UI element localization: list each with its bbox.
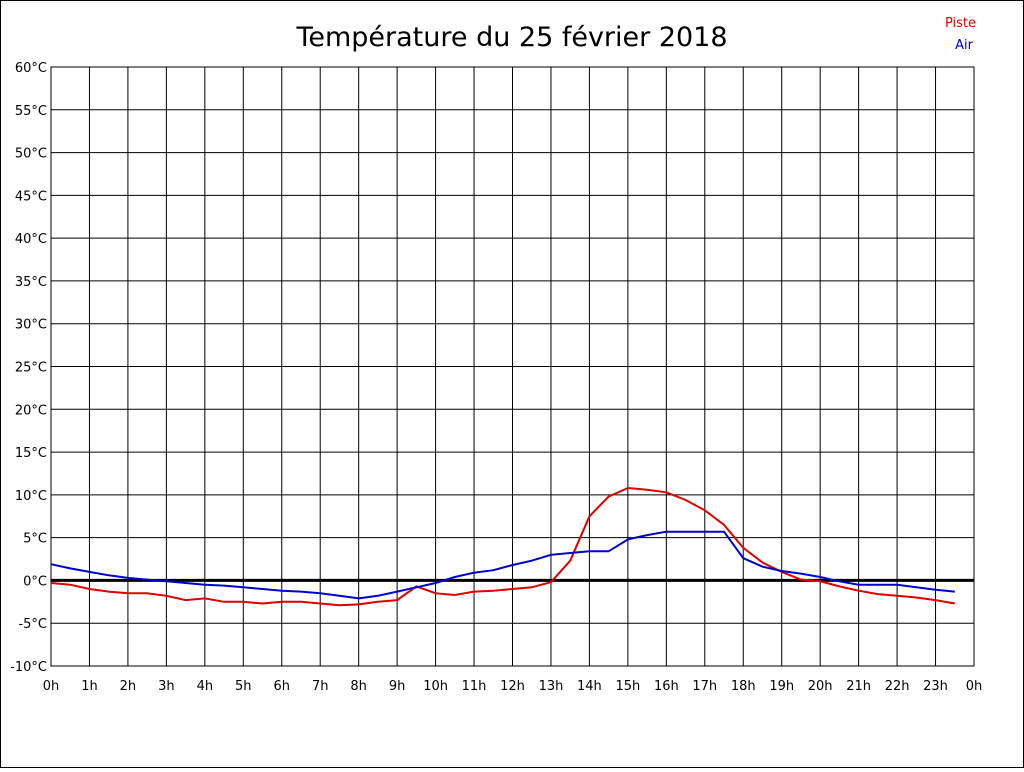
series-line-piste xyxy=(50,486,955,607)
legend-entry-piste: Piste xyxy=(945,16,976,31)
x-tick-label: 3h xyxy=(158,679,175,694)
x-tick-label: 11h xyxy=(462,679,487,694)
x-tick-label: 21h xyxy=(846,679,871,694)
x-tick-label: 23h xyxy=(923,679,948,694)
y-tick-label: 20°C xyxy=(15,403,47,418)
x-tick-label: 0h xyxy=(966,679,983,694)
x-tick-label: 20h xyxy=(808,679,833,694)
y-tick-label: 60°C xyxy=(15,61,47,76)
series-line-air xyxy=(50,530,955,600)
x-tick-label: 22h xyxy=(885,679,910,694)
y-tick-label: 10°C xyxy=(15,489,47,504)
x-tick-label: 7h xyxy=(312,679,329,694)
x-tick-label: 14h xyxy=(577,679,602,694)
chart-title: Température du 25 février 2018 xyxy=(295,22,727,53)
x-tick-label: 2h xyxy=(120,679,137,694)
x-tick-label: 13h xyxy=(539,679,564,694)
x-tick-label: 15h xyxy=(615,679,640,694)
x-axis-ticks: 0h 1h 2h 3h 4h 5h 6h 7h 8h 9h 10h 11h 12h 13h 14h 15h 16… xyxy=(43,679,983,694)
x-tick-label: 19h xyxy=(769,679,794,694)
y-tick-label: 35°C xyxy=(15,275,47,290)
x-tick-label: 5h xyxy=(235,679,252,694)
x-tick-label: 9h xyxy=(389,679,406,694)
y-tick-label: 50°C xyxy=(15,147,47,162)
y-axis-ticks: 60°C 55°C 50°C 45°C 40°C 35°C 30°C 25°C 20°C 15°C… xyxy=(10,61,47,675)
x-tick-label: 12h xyxy=(500,679,525,694)
x-tick-label: 8h xyxy=(350,679,367,694)
x-tick-label: 6h xyxy=(273,679,290,694)
legend-entry-air: Air xyxy=(955,38,974,53)
grid xyxy=(50,66,975,667)
y-tick-label: -10°C xyxy=(10,660,47,675)
y-tick-label: 0°C xyxy=(23,574,47,589)
x-tick-label: 1h xyxy=(81,679,98,694)
x-tick-label: 16h xyxy=(654,679,679,694)
y-tick-label: 45°C xyxy=(15,189,47,204)
x-tick-label: 18h xyxy=(731,679,756,694)
y-tick-label: -5°C xyxy=(18,617,47,632)
y-tick-label: 25°C xyxy=(15,361,47,376)
y-tick-label: 40°C xyxy=(15,232,47,247)
y-tick-label: 30°C xyxy=(15,318,47,333)
x-tick-label: 4h xyxy=(197,679,214,694)
x-tick-label: 10h xyxy=(423,679,448,694)
plot-border xyxy=(50,66,975,667)
x-tick-label: 17h xyxy=(692,679,717,694)
y-tick-label: 15°C xyxy=(15,446,47,461)
y-tick-label: 55°C xyxy=(15,104,47,119)
y-tick-label: 5°C xyxy=(23,532,47,547)
x-tick-label: 0h xyxy=(43,679,60,694)
